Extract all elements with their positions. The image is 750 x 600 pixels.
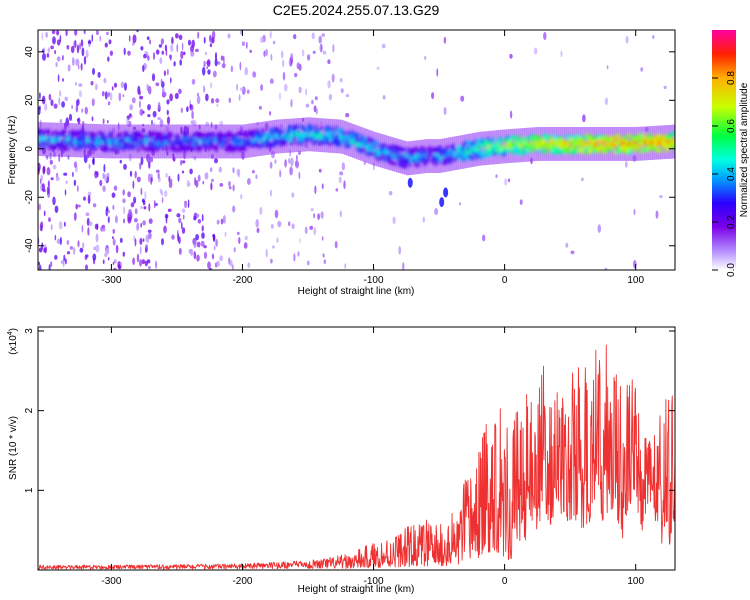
colorbar-tick-label: 0.0: [726, 263, 737, 277]
spectrogram-y-ticks: -40 -20 0 20 40: [24, 46, 675, 253]
snr-panel: -300 -200 -100 0 100 1 2 3 Height of straight …: [7, 326, 676, 595]
y-tick-label: 1: [24, 487, 35, 493]
y-tick-label: -20: [24, 190, 35, 205]
y-tick-label: 3: [24, 328, 35, 334]
colorbar-gradient: [712, 30, 736, 270]
spectrogram-frame: [37, 29, 676, 271]
colorbar-tick-label: 0.4: [726, 167, 737, 181]
snr-x-ticks: -300 -200 -100 0 100: [101, 327, 644, 587]
y-tick-label: 0: [24, 146, 35, 152]
x-tick-label: 0: [502, 576, 508, 587]
snr-exponent-label: (x104): [7, 328, 19, 355]
y-tick-label: 2: [24, 407, 35, 413]
x-tick-label: -200: [232, 275, 252, 286]
snr-exponent-base: (x10: [8, 335, 19, 355]
x-tick-label: -300: [101, 576, 121, 587]
snr-y-ticks: 1 2 3: [24, 328, 675, 493]
snr-exponent-sup: 4: [7, 331, 14, 335]
y-tick-label: 20: [24, 94, 35, 106]
x-tick-label: -100: [364, 576, 384, 587]
chart-title: C2E5.2024.255.07.13.G29: [273, 2, 440, 18]
colorbar: 0.0 0.2 0.4 0.6 0.8 Normalized spectral ampl…: [712, 30, 750, 277]
x-tick-label: -100: [364, 275, 384, 286]
x-tick-label: -200: [232, 576, 252, 587]
y-tick-label: -40: [24, 238, 35, 253]
snr-frame: [37, 326, 676, 571]
spectrogram-image: [38, 30, 675, 270]
colorbar-tick-label: 0.6: [726, 119, 737, 133]
colorbar-label: Normalized spectral amplitude: [739, 82, 750, 217]
x-tick-label: 100: [627, 275, 644, 286]
svg-text:(x104): (x104): [7, 328, 19, 355]
spectrogram-x-ticks: -300 -200 -100 0 100: [101, 30, 644, 286]
snr-series-line: [38, 344, 675, 570]
snr-x-axis-label: Height of straight line (km): [298, 584, 415, 595]
colorbar-ticks: 0.0 0.2 0.4 0.6 0.8: [712, 71, 737, 277]
colorbar-tick-label: 0.2: [726, 215, 737, 229]
spectrogram-x-axis-label: Height of straight line (km): [298, 286, 415, 297]
x-tick-label: 0: [502, 275, 508, 286]
colorbar-tick-label: 0.8: [726, 71, 737, 85]
x-tick-label: -300: [101, 275, 121, 286]
spectrogram-y-axis-label: Frequency (Hz): [7, 116, 18, 185]
snr-exponent-close: ): [8, 328, 19, 331]
x-tick-label: 100: [627, 576, 644, 587]
snr-y-axis-label: SNR (10 * v/v): [8, 416, 19, 480]
y-tick-label: 40: [24, 46, 35, 58]
